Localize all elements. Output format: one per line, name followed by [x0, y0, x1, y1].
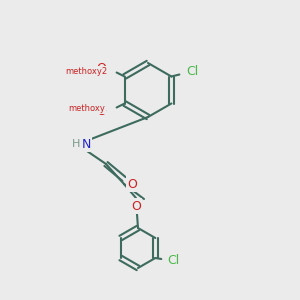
Text: O: O	[97, 62, 106, 75]
Text: O: O	[131, 200, 141, 212]
Text: H: H	[72, 139, 80, 149]
Text: N: N	[81, 137, 91, 151]
Text: methoxy: methoxy	[68, 104, 105, 113]
Text: Cl: Cl	[186, 65, 199, 78]
Text: O: O	[97, 105, 106, 118]
Text: Cl: Cl	[167, 254, 179, 268]
Text: O: O	[127, 178, 137, 190]
Text: methoxy2: methoxy2	[66, 67, 108, 76]
